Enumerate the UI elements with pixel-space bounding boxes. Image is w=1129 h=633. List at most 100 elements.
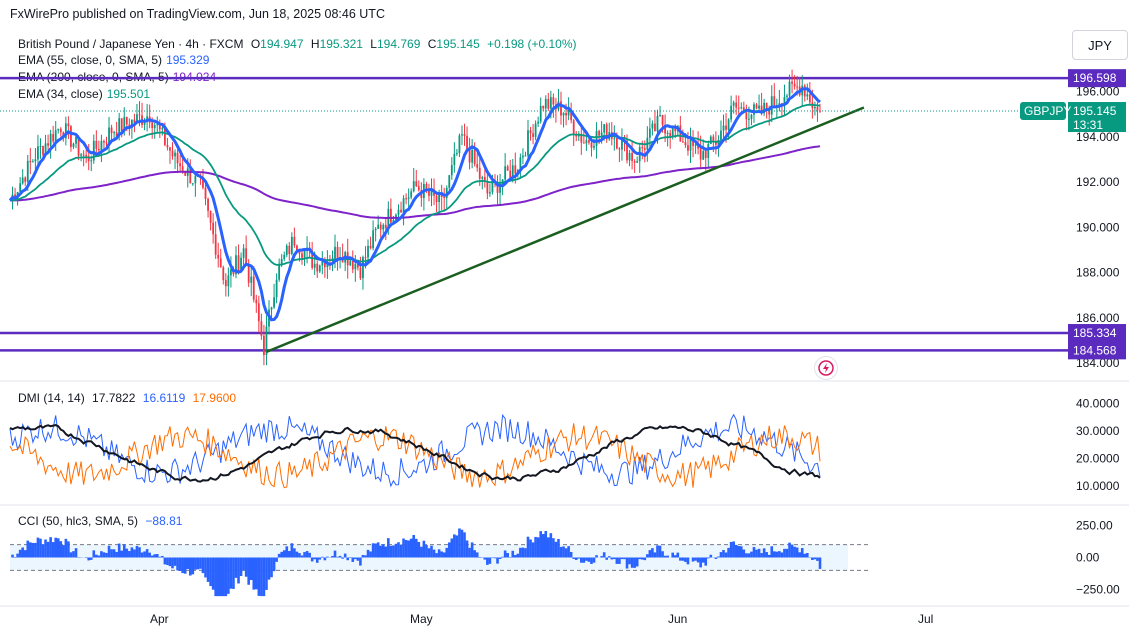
cci-bar	[140, 552, 144, 558]
cci-bar	[46, 541, 50, 558]
candle-body	[689, 137, 692, 151]
cci-bar	[356, 557, 360, 561]
candle-body	[532, 133, 534, 137]
cci-bar	[772, 551, 776, 558]
candle-body	[44, 143, 47, 155]
candle-body	[237, 255, 240, 270]
cci-legend[interactable]: CCI (50, hlc3, SMA, 5) −88.81	[18, 514, 183, 528]
candle-body	[257, 303, 260, 322]
candle-body	[740, 107, 743, 109]
cci-bar	[54, 537, 58, 558]
candle-body	[656, 115, 659, 132]
cci-bar	[224, 557, 228, 597]
candle-body	[275, 279, 278, 298]
candle-body	[509, 170, 512, 179]
candle-body	[19, 183, 22, 192]
cci-bar	[470, 542, 474, 558]
cci-bar	[150, 555, 154, 558]
cci-bar	[780, 552, 784, 558]
candle-body	[207, 198, 209, 211]
cci-bar	[427, 548, 431, 558]
cci-bar	[39, 538, 42, 558]
candle-body	[67, 123, 70, 127]
trendline	[265, 106, 865, 354]
tradingview-lightning-icon[interactable]	[814, 356, 838, 380]
candle-body	[816, 107, 819, 111]
candle-body	[593, 145, 595, 148]
candle-body	[64, 123, 67, 139]
candle-body	[212, 222, 215, 235]
cci-bar	[651, 548, 654, 558]
cci-bar	[656, 545, 659, 558]
candle-body	[582, 142, 585, 144]
cci-bar	[323, 557, 327, 561]
cci-bar	[26, 540, 30, 558]
candle-body	[727, 119, 730, 130]
currency-unit-button[interactable]: JPY	[1072, 30, 1128, 60]
cci-bar	[321, 556, 324, 558]
cci-bar	[422, 540, 426, 558]
cci-bar	[755, 549, 758, 558]
ema55-legend[interactable]: EMA (55, close, 0, SMA, 5) 195.329	[18, 53, 210, 67]
candle-body	[52, 133, 55, 142]
candle-body	[163, 127, 166, 146]
cci-bar	[455, 535, 459, 558]
candle-body	[435, 195, 438, 203]
open-value: 194.947	[260, 37, 304, 51]
cci-bar	[97, 555, 101, 558]
cci-bar	[143, 551, 146, 558]
cci-bar	[592, 557, 596, 563]
cci-bar	[729, 541, 733, 558]
candle-body	[565, 112, 567, 116]
cci-bar	[496, 557, 499, 564]
cci-bar	[493, 557, 497, 559]
candle-body	[400, 209, 402, 213]
cci-bar	[100, 551, 103, 558]
cci-bar	[216, 557, 220, 597]
candle-body	[354, 264, 357, 270]
candle-body	[544, 98, 547, 109]
candle-body	[82, 154, 85, 156]
ema34-legend[interactable]: EMA (34, close) 195.501	[18, 87, 151, 101]
candle-body	[753, 104, 755, 115]
candle-body	[648, 128, 651, 138]
cci-bar	[526, 536, 530, 558]
cci-bar	[417, 541, 421, 558]
cci-bar	[557, 538, 560, 558]
candle-body	[389, 208, 392, 223]
cci-bar	[580, 557, 583, 563]
candle-body	[750, 114, 753, 119]
cci-bar	[366, 549, 370, 558]
cci-bar	[209, 557, 212, 587]
cci-bar	[69, 552, 73, 558]
cci-bar	[242, 557, 245, 571]
cci-bar	[435, 553, 438, 558]
cci-bar	[701, 557, 705, 563]
cci-bar	[247, 557, 250, 585]
cci-bar	[661, 551, 664, 558]
cci-bar	[293, 548, 296, 558]
candle-body	[600, 132, 603, 136]
cci-bar	[574, 557, 578, 560]
dmi-legend[interactable]: DMI (14, 14) 17.7822 16.6119 17.9600	[18, 391, 236, 405]
dmi-tick-label: 40.0000	[1076, 396, 1120, 410]
cci-bar	[298, 553, 301, 558]
cci-bar	[818, 557, 822, 569]
cci-bar	[341, 557, 344, 559]
cci-bar	[778, 551, 781, 558]
cci-bar	[458, 528, 461, 558]
candle-body	[669, 132, 672, 137]
candle-body	[189, 168, 192, 184]
candle-body	[455, 152, 458, 154]
cci-bar	[379, 545, 383, 558]
candle-body	[280, 258, 283, 264]
candle-body	[796, 86, 799, 88]
candle-body	[709, 136, 712, 144]
candle-body	[641, 147, 644, 149]
candle-body	[377, 224, 380, 229]
candle-body	[285, 245, 288, 255]
cci-bar	[171, 557, 174, 569]
cci-bar	[605, 557, 609, 560]
cci-bar	[549, 533, 553, 558]
